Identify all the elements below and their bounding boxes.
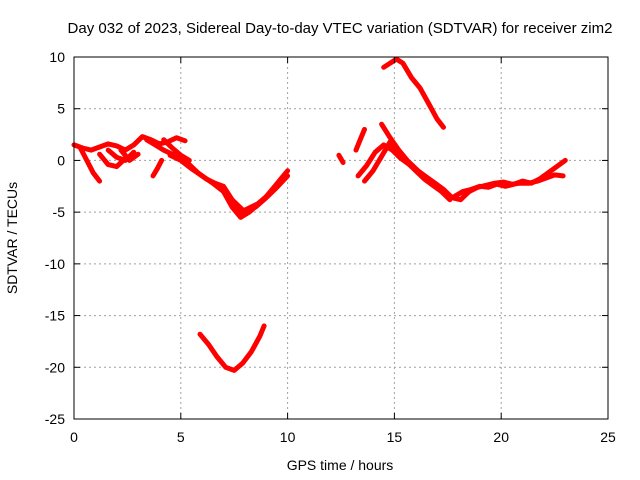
- series-arc-12: [197, 323, 267, 373]
- data-series: [71, 56, 568, 373]
- series-arc-8: [161, 137, 192, 163]
- x-tick-label: 20: [493, 429, 509, 445]
- plot-frame: [73, 56, 609, 420]
- x-axis-ticks: 0 5 10 15 20 25: [70, 57, 616, 445]
- y-tick-label: 5: [57, 101, 65, 117]
- y-tick-label: -25: [45, 411, 65, 427]
- x-tick-label: 0: [70, 429, 78, 445]
- y-tick-label: -10: [45, 256, 65, 272]
- y-axis-ticks: -25 -20 -15 -10 -5 0 5 10: [45, 49, 608, 427]
- y-tick-label: -15: [45, 308, 65, 324]
- series-arc-14: [353, 126, 367, 153]
- grid: [74, 57, 608, 419]
- x-tick-label: 10: [280, 429, 296, 445]
- x-axis-title: GPS time / hours: [287, 457, 394, 473]
- series-arc-10: [221, 189, 261, 220]
- y-tick-label: -5: [53, 204, 66, 220]
- series-arc-13: [336, 152, 346, 165]
- series-arc-9: [150, 157, 165, 179]
- series-arc-4: [105, 147, 137, 163]
- y-axis-title: SDTVAR / TECUs: [4, 182, 20, 294]
- series-arc-17: [379, 121, 442, 192]
- chart-title: Day 032 of 2023, Sidereal Day-to-day VTE…: [68, 20, 613, 37]
- y-tick-label: -20: [45, 359, 65, 375]
- series-arc-3: [97, 151, 128, 170]
- series-arc-18: [381, 56, 446, 130]
- y-tick-label: 10: [49, 49, 65, 65]
- series-arc-5: [118, 147, 141, 163]
- x-tick-label: 25: [600, 429, 616, 445]
- series-arc-11: [263, 168, 291, 200]
- y-tick-label: 0: [57, 152, 65, 168]
- x-tick-label: 15: [387, 429, 403, 445]
- series-arc-19: [451, 157, 568, 200]
- x-tick-label: 5: [177, 429, 185, 445]
- series-arc-2: [77, 145, 103, 184]
